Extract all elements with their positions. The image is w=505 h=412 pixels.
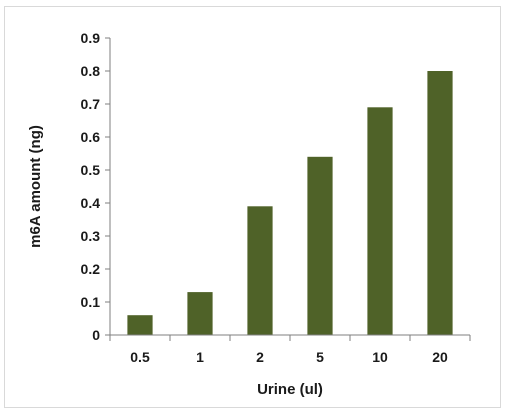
x-tick-label: 10	[372, 349, 388, 365]
x-tick-label: 20	[432, 349, 448, 365]
y-tick-label: 0.7	[81, 96, 101, 112]
bar-20	[427, 71, 453, 335]
y-tick-label: 0.4	[81, 195, 101, 211]
y-tick-label: 0.6	[81, 129, 101, 145]
y-tick-label: 0.9	[81, 30, 101, 46]
x-tick-label: 1	[196, 349, 204, 365]
y-tick-label: 0.1	[81, 294, 101, 310]
bar-0.5	[127, 315, 153, 335]
y-tick-label: 0.2	[81, 261, 101, 277]
x-tick-label: 0.5	[130, 349, 150, 365]
y-tick-label: 0.8	[81, 63, 101, 79]
bar-10	[367, 107, 393, 335]
x-tick-label: 2	[256, 349, 264, 365]
bar-2	[247, 206, 273, 335]
x-axis: 0.5 1 2 5 10 20	[109, 334, 471, 365]
y-tick-label: 0.5	[81, 162, 101, 178]
x-axis-title: Urine (ul)	[257, 381, 323, 398]
bar-1	[187, 292, 213, 335]
y-tick-label: 0.3	[81, 228, 101, 244]
y-axis: 0 0.1 0.2 0.3 0.4 0.5 0.6 0.7 0.8 0.9	[81, 30, 111, 343]
x-tick-label: 5	[316, 349, 324, 365]
y-tick-label: 0	[92, 327, 100, 343]
bars-group	[127, 71, 453, 335]
bar-5	[307, 156, 333, 335]
y-axis-title: m6A amount (ng)	[27, 125, 44, 248]
